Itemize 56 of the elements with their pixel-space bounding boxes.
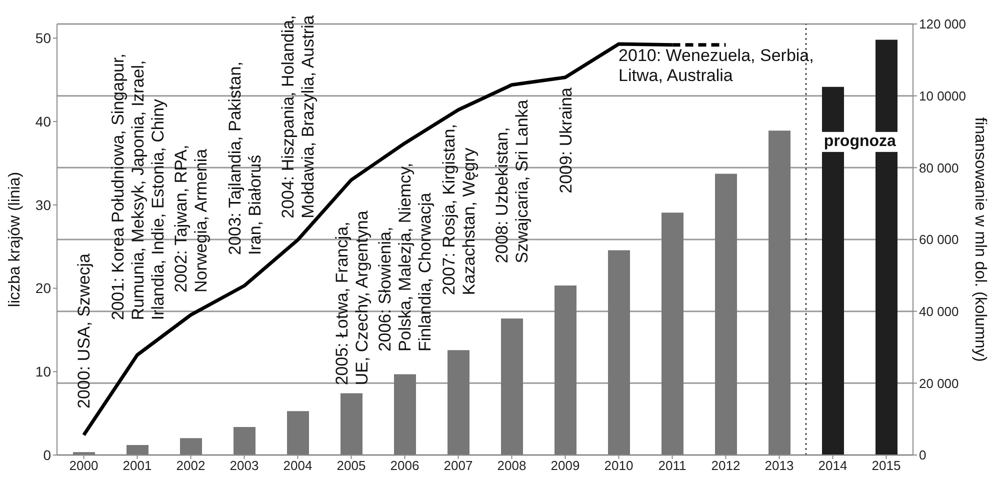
y2-tick-label: 120 000 [919, 16, 966, 32]
annotation: 2005: Łotwa, Francja, UE, Czechy, Argentyna [332, 210, 372, 386]
x-tick-label: 2003 [230, 458, 259, 474]
bar [662, 212, 684, 455]
bar [340, 393, 362, 455]
x-tick-label: 2012 [711, 458, 740, 474]
bar [554, 285, 576, 455]
bar [768, 130, 790, 455]
y-tick-label: 50 [35, 30, 52, 46]
bar [180, 438, 202, 455]
x-tick-label: 2015 [872, 458, 901, 474]
y-tick-label: 40 [35, 114, 52, 130]
y-tick-label: 0 [43, 446, 52, 463]
y2-tick-label: 0 [919, 448, 926, 463]
annotation: 2007: Rosja, Kirgistan, Kazachstan, Węgry [439, 124, 478, 296]
bar [394, 374, 416, 455]
annotation: prognoza [824, 132, 896, 150]
y2-axis-title: finansowanie w mln dol. (kolumny) [971, 117, 988, 362]
y2-tick-label: 60 000 [919, 232, 959, 248]
y-tick-label: 20 [35, 280, 52, 296]
bar [287, 411, 309, 455]
x-tick-label: 2004 [283, 458, 312, 474]
x-tick-label: 2000 [69, 458, 98, 474]
x-tick-label: 2013 [764, 458, 794, 474]
annotation: 2003: Tajlandia, Pakistan, Iran, Białoruś [225, 62, 264, 256]
y-tick-label: 10 [35, 364, 52, 380]
bar [448, 350, 470, 455]
x-tick-label: 2010 [604, 458, 634, 474]
x-tick-label: 2005 [336, 458, 366, 474]
annotation: 2004: Hiszpania, Holandia, Mołdawia, Brazylia, Austria [278, 14, 318, 218]
x-tick-label: 2007 [444, 458, 473, 474]
bar [501, 318, 523, 455]
annotation: 2010: Wenezuela, Serbia, Litwa, Australia [618, 46, 814, 86]
annotation: 2002: Tajwan, RPA, Norwegia, Armenia [172, 144, 211, 293]
bar [608, 250, 630, 455]
y-axis-title: liczba krajów (linia) [6, 172, 24, 308]
annotation: 2001: Korea Południowa, Singapur, Rumunia, Meksyk, Japonia, Izrael, Irlandia, Indie, Estonia, Chiny [108, 54, 168, 320]
x-tick-label: 2009 [550, 458, 580, 474]
annotation: 2000: USA, Szwecja [74, 252, 94, 408]
bar [126, 444, 148, 455]
x-tick-label: 2008 [497, 458, 526, 474]
x-tick-label: 2014 [818, 458, 848, 474]
x-tick-label: 2002 [176, 458, 206, 474]
x-tick-label: 2011 [658, 458, 686, 474]
bar [715, 174, 737, 455]
annotation: 2009: Ukraina [556, 86, 576, 194]
bar [234, 426, 256, 455]
x-tick-label: 2006 [390, 458, 420, 474]
y2-tick-label: 80 000 [919, 160, 959, 176]
x-tick-label: 2001 [122, 458, 152, 474]
annotation: 2008: Uzbekistan, Szwajcaria, Sri Lanka [492, 99, 532, 264]
y2-tick-label: 40 000 [919, 304, 959, 319]
y-tick-label: 30 [35, 196, 52, 213]
y2-tick-label: 20 000 [919, 376, 959, 391]
annotation: 2006: Słowienia, Polska, Malezja, Niemcy, Finlandia, Chorwacja [376, 162, 435, 352]
y2-tick-label: 10 0000 [919, 88, 966, 104]
